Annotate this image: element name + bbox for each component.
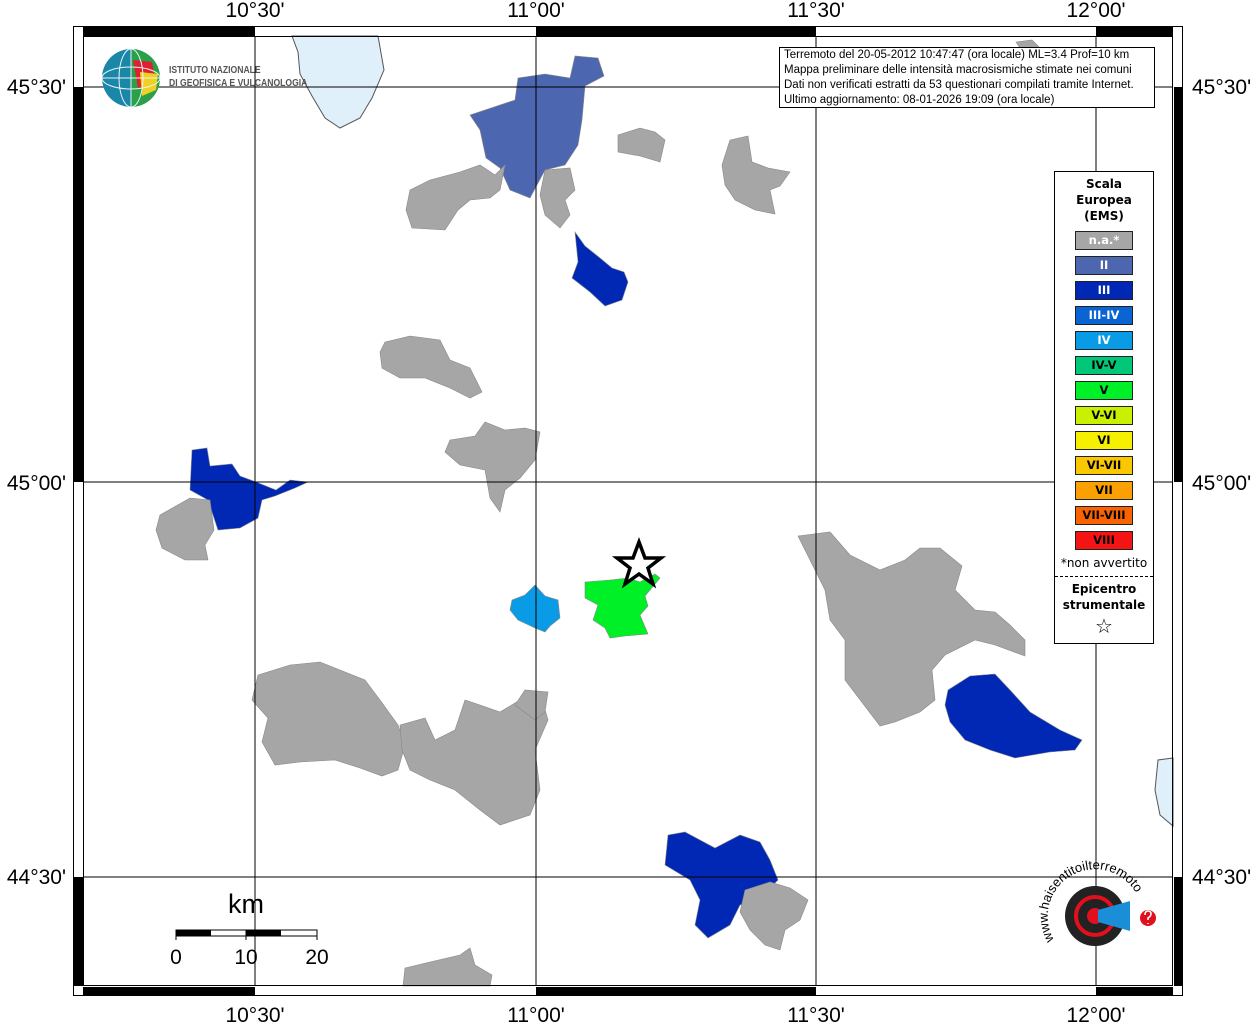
legend-title-line: Scala	[1085, 177, 1123, 191]
legend-item: IV-V	[1075, 356, 1133, 375]
event-info-line: Dati non verificati estratti da 53 quest…	[784, 79, 1134, 91]
scale-tick: 0	[170, 946, 182, 969]
legend-divider	[1055, 576, 1153, 577]
municipality-area	[797, 531, 1026, 727]
lon-label-bottom: 11°00'	[507, 1004, 565, 1024]
lon-label-bottom: 10°30'	[225, 1004, 284, 1024]
map-frame	[73, 26, 1183, 996]
legend-item: IV	[1075, 331, 1133, 350]
lat-label-left: 45°30'	[7, 76, 66, 99]
ingv-logo-line1: ISTITUTO NAZIONALE	[169, 64, 261, 76]
lat-label-left: 44°30'	[7, 866, 66, 889]
municipality-area	[584, 573, 661, 639]
legend-item: III	[1075, 281, 1133, 300]
event-info-box: Terremoto del 20-05-2012 10:47:47 (ora l…	[779, 47, 1155, 108]
municipality-area	[539, 167, 576, 229]
municipality-area	[739, 881, 809, 951]
municipality-area	[469, 55, 605, 199]
scale-tick: 20	[305, 946, 328, 969]
municipality-area	[509, 584, 561, 633]
lon-label-top: 12°00'	[1066, 0, 1125, 22]
legend-item: V	[1075, 381, 1133, 400]
legend-title-line: (EMS)	[1084, 209, 1124, 223]
municipality-area	[571, 230, 629, 307]
municipality-area	[721, 135, 791, 215]
lat-label-right: 45°30'	[1192, 76, 1251, 99]
legend-item: VI	[1075, 431, 1133, 450]
legend-epicenter-line: strumentale	[1062, 598, 1146, 612]
event-info-line: Ultimo aggiornamento: 08-01-2026 19:09 (…	[784, 94, 1055, 106]
lon-label-bottom: 11°30'	[787, 1004, 845, 1024]
legend-item: VII	[1075, 481, 1133, 500]
lat-label-left: 45°00'	[7, 472, 66, 495]
municipality-area	[379, 335, 483, 399]
lake-garda	[291, 35, 385, 129]
legend-title-line: Europea	[1076, 193, 1132, 207]
ems-legend: Scala Europea (EMS) n.a.* II III III-IV IV IV…	[1054, 171, 1154, 644]
ingv-logo-line2: DI GEOFISICA E VULCANOLOGIA	[169, 77, 308, 89]
lon-label-top: 11°30'	[787, 0, 845, 22]
scale-bar: km 0 10 20	[170, 889, 329, 969]
scale-tick: 10	[234, 946, 257, 969]
legend-item: VII-VIII	[1075, 506, 1133, 525]
legend-epicenter-line: Epicentro	[1071, 582, 1137, 596]
municipality-area	[444, 421, 541, 513]
sea-coast	[1154, 757, 1174, 828]
lat-label-right: 45°00'	[1192, 472, 1251, 495]
lon-label-bottom: 12°00'	[1066, 1004, 1125, 1024]
event-info-line: Mappa preliminare delle intensità macros…	[784, 64, 1132, 76]
legend-star-icon: ☆	[1095, 614, 1113, 638]
legend-note: *non avvertito	[1060, 556, 1148, 570]
municipality-area	[251, 661, 406, 777]
ingv-logo-globe-icon	[101, 48, 161, 108]
municipality-area	[155, 497, 215, 561]
legend-item: n.a.*	[1075, 231, 1133, 250]
legend-title: Scala Europea (EMS)	[1055, 176, 1153, 224]
municipality-area	[617, 127, 666, 163]
legend-item: V-VI	[1075, 406, 1133, 425]
event-info-line: Terremoto del 20-05-2012 10:47:47 (ora l…	[784, 49, 1130, 61]
legend-epicenter-label: Epicentro strumentale	[1055, 581, 1153, 613]
lon-label-top: 10°30'	[225, 0, 284, 22]
municipality-area	[189, 447, 310, 531]
municipality-area	[399, 691, 549, 826]
legend-item: III-IV	[1075, 306, 1133, 325]
legend-item: VIII	[1075, 531, 1133, 550]
epicenter-star-icon	[611, 537, 667, 589]
ingv-logo-text: ISTITUTO NAZIONALE DI GEOFISICA E VULCAN…	[169, 64, 307, 90]
scale-unit: km	[228, 889, 264, 919]
municipality-area	[514, 689, 549, 721]
municipality-area	[402, 947, 493, 987]
lat-label-right: 44°30'	[1192, 866, 1251, 889]
lon-label-top: 11°00'	[507, 0, 565, 22]
municipality-area	[944, 673, 1083, 759]
legend-item: VI-VII	[1075, 456, 1133, 475]
legend-item: II	[1075, 256, 1133, 275]
municipality-area	[405, 164, 506, 231]
